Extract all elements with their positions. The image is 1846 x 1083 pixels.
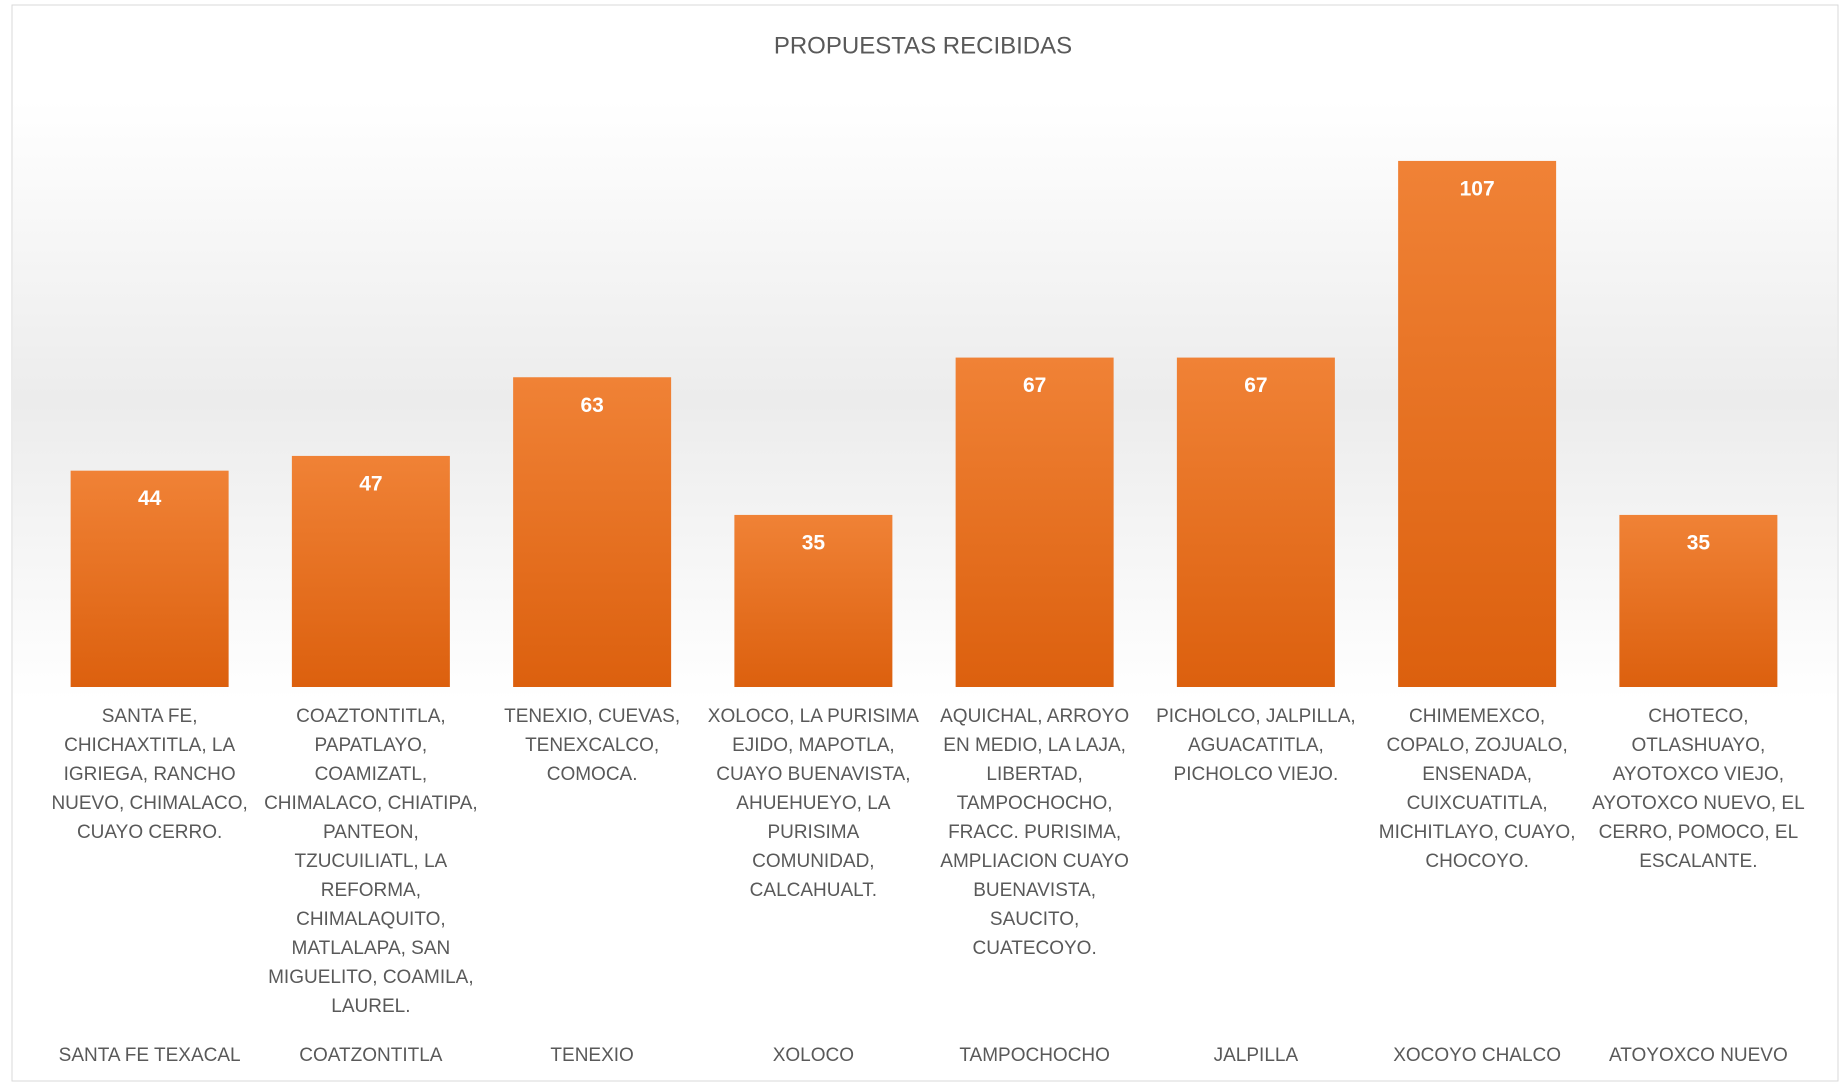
x-tick-label: JALPILLA — [1213, 1045, 1299, 1066]
bar — [70, 470, 229, 687]
x-tick-label: TENEXIO — [550, 1045, 634, 1066]
plot-background — [13, 100, 1837, 700]
bar — [1176, 357, 1335, 687]
sub-category-label: PICHOLCO, JALPILLA, AGUACATITLA, PICHOLC… — [1156, 706, 1356, 785]
sub-category-label: AQUICHAL, ARROYO EN MEDIO, LA LAJA, LIBE… — [940, 706, 1130, 959]
chart-title: PROPUESTAS RECIBIDAS — [774, 32, 1072, 59]
data-label: 47 — [359, 472, 382, 495]
sub-category-label: XOLOCO, LA PURISIMA EJIDO, MAPOTLA, CUAY… — [707, 706, 919, 901]
bar — [955, 357, 1114, 687]
x-tick-label: TAMPOCHOCHO — [959, 1045, 1110, 1066]
bar — [1398, 160, 1557, 687]
bar — [513, 377, 672, 687]
data-label: 63 — [580, 394, 603, 417]
x-tick-label: ATOYOXCO NUEVO — [1608, 1045, 1788, 1066]
sub-category-label: SANTA FE, CHICHAXTITLA, LA IGRIEGA, RANC… — [51, 706, 248, 843]
sub-category-label: CHOTECO, OTLASHUAYO, AYOTOXCO VIEJO, AYO… — [1592, 706, 1805, 872]
x-tick-label: COATZONTITLA — [299, 1045, 443, 1066]
bar — [291, 455, 450, 687]
sub-category-label: COAZTONTITLA, PAPATLAYO, COAMIZATL, CHIM… — [264, 706, 478, 1017]
sub-category-label: CHIMEMEXCO, COPALO, ZOJUALO, ENSENADA, C… — [1378, 706, 1576, 872]
bar — [734, 514, 893, 687]
x-tick-label: XOLOCO — [772, 1045, 855, 1066]
sub-category-label: TENEXIO, CUEVAS, TENEXCALCO, COMOCA. — [504, 706, 681, 785]
x-tick-label: XOCOYO CHALCO — [1393, 1045, 1562, 1066]
bar — [1619, 514, 1778, 687]
data-label: 67 — [1244, 374, 1267, 397]
x-tick-label: SANTA FE TEXACAL — [58, 1045, 241, 1066]
data-label: 67 — [1023, 374, 1046, 397]
data-label: 35 — [1687, 531, 1711, 554]
data-label: 35 — [802, 531, 826, 554]
data-label: 44 — [138, 487, 162, 510]
data-label: 107 — [1460, 177, 1495, 200]
